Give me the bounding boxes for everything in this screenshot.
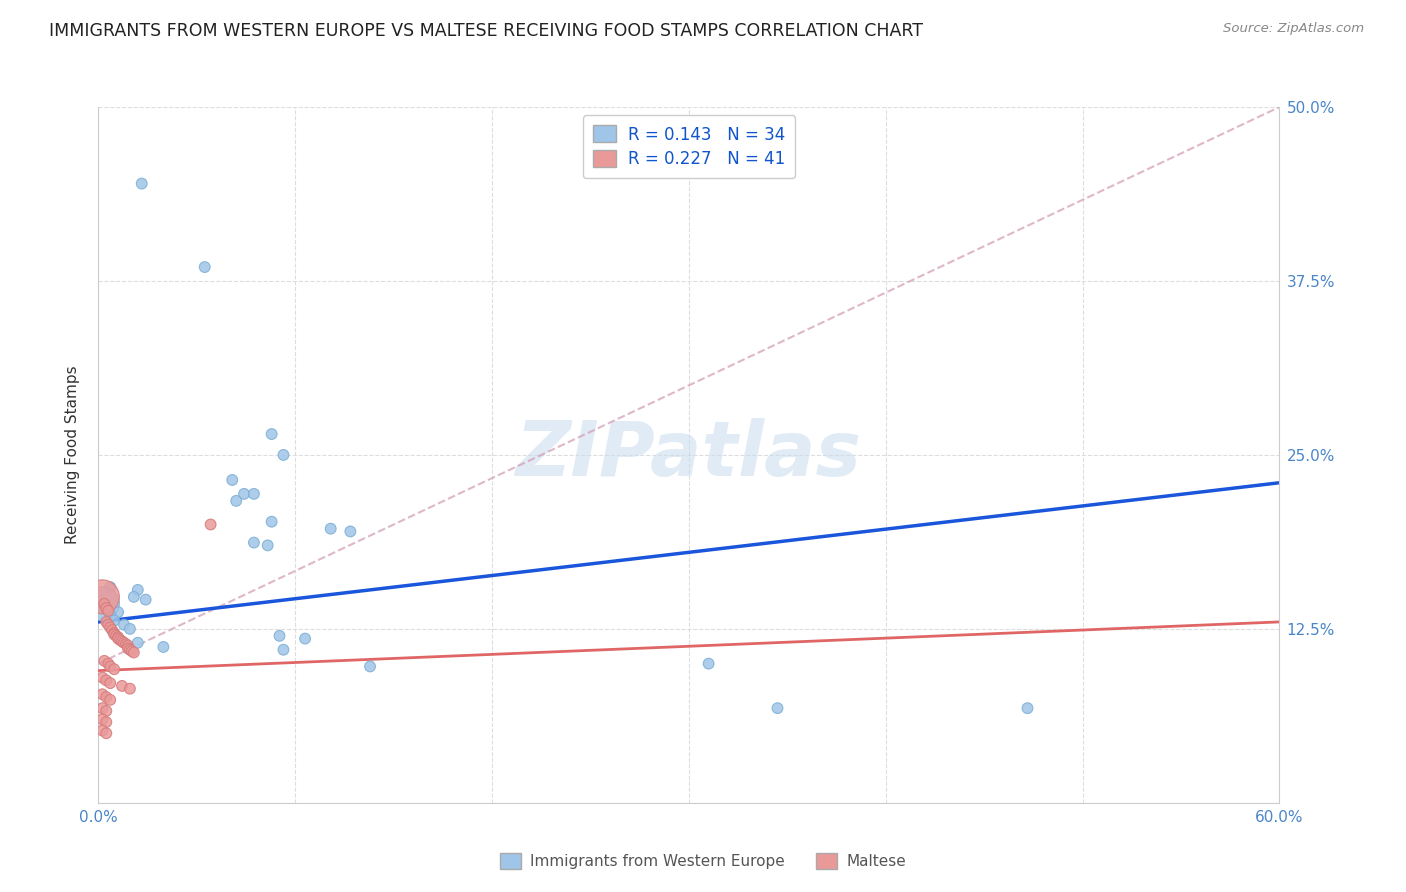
Legend: Immigrants from Western Europe, Maltese: Immigrants from Western Europe, Maltese: [494, 847, 912, 875]
Point: [98, 580, 121, 594]
Point: [93, 599, 115, 614]
Point: [91, 597, 114, 611]
Point: [339, 524, 361, 539]
Point: [96, 715, 118, 730]
Point: [273, 448, 295, 462]
Point: [260, 515, 283, 529]
Point: [98, 693, 121, 707]
Point: [152, 640, 174, 654]
Point: [96, 615, 118, 629]
Point: [96, 726, 118, 740]
Point: [111, 679, 134, 693]
Point: [359, 659, 381, 673]
Point: [96, 601, 118, 615]
Point: [91, 701, 114, 715]
Point: [111, 634, 134, 648]
Point: [97, 617, 120, 632]
Point: [91, 687, 114, 701]
Point: [96, 602, 118, 616]
Point: [118, 642, 141, 657]
Point: [221, 473, 243, 487]
Point: [127, 636, 149, 650]
Point: [225, 493, 247, 508]
Point: [98, 620, 121, 634]
Point: [260, 427, 283, 442]
Point: [697, 657, 720, 671]
Point: [121, 644, 143, 658]
Point: [93, 597, 115, 611]
Legend: R = 0.143   N = 34, R = 0.227   N = 41: R = 0.143 N = 34, R = 0.227 N = 41: [583, 115, 794, 178]
Point: [117, 641, 139, 656]
Point: [118, 681, 141, 696]
Point: [135, 592, 157, 607]
Point: [98, 659, 121, 673]
Point: [112, 617, 135, 632]
Point: [97, 604, 120, 618]
Point: [96, 673, 118, 688]
Point: [93, 654, 115, 668]
Point: [200, 517, 222, 532]
Point: [103, 626, 125, 640]
Point: [91, 671, 114, 685]
Point: [91, 723, 114, 738]
Point: [118, 622, 141, 636]
Point: [108, 632, 131, 647]
Point: [122, 590, 145, 604]
Point: [105, 629, 128, 643]
Point: [269, 629, 291, 643]
Text: IMMIGRANTS FROM WESTERN EUROPE VS MALTESE RECEIVING FOOD STAMPS CORRELATION CHAR: IMMIGRANTS FROM WESTERN EUROPE VS MALTES…: [49, 22, 924, 40]
Point: [98, 607, 121, 622]
Point: [127, 582, 149, 597]
Point: [319, 522, 342, 536]
Text: Source: ZipAtlas.com: Source: ZipAtlas.com: [1223, 22, 1364, 36]
Point: [96, 704, 118, 718]
Point: [766, 701, 789, 715]
Point: [115, 637, 138, 651]
Point: [117, 639, 139, 653]
Point: [103, 614, 125, 628]
Text: ZIPatlas: ZIPatlas: [516, 418, 862, 491]
Point: [112, 636, 135, 650]
Point: [96, 690, 118, 704]
Y-axis label: Receiving Food Stamps: Receiving Food Stamps: [65, 366, 80, 544]
Point: [107, 630, 129, 644]
Point: [107, 605, 129, 619]
Point: [107, 632, 129, 646]
Point: [103, 662, 125, 676]
Point: [131, 177, 153, 191]
Point: [103, 627, 125, 641]
Point: [91, 712, 114, 726]
Point: [97, 657, 120, 671]
Point: [194, 260, 217, 274]
Point: [243, 487, 266, 501]
Point: [101, 624, 124, 638]
Point: [122, 646, 145, 660]
Point: [98, 676, 121, 690]
Point: [91, 590, 114, 604]
Point: [233, 487, 256, 501]
Point: [1017, 701, 1039, 715]
Point: [294, 632, 316, 646]
Point: [243, 535, 266, 549]
Point: [273, 642, 295, 657]
Point: [256, 538, 278, 552]
